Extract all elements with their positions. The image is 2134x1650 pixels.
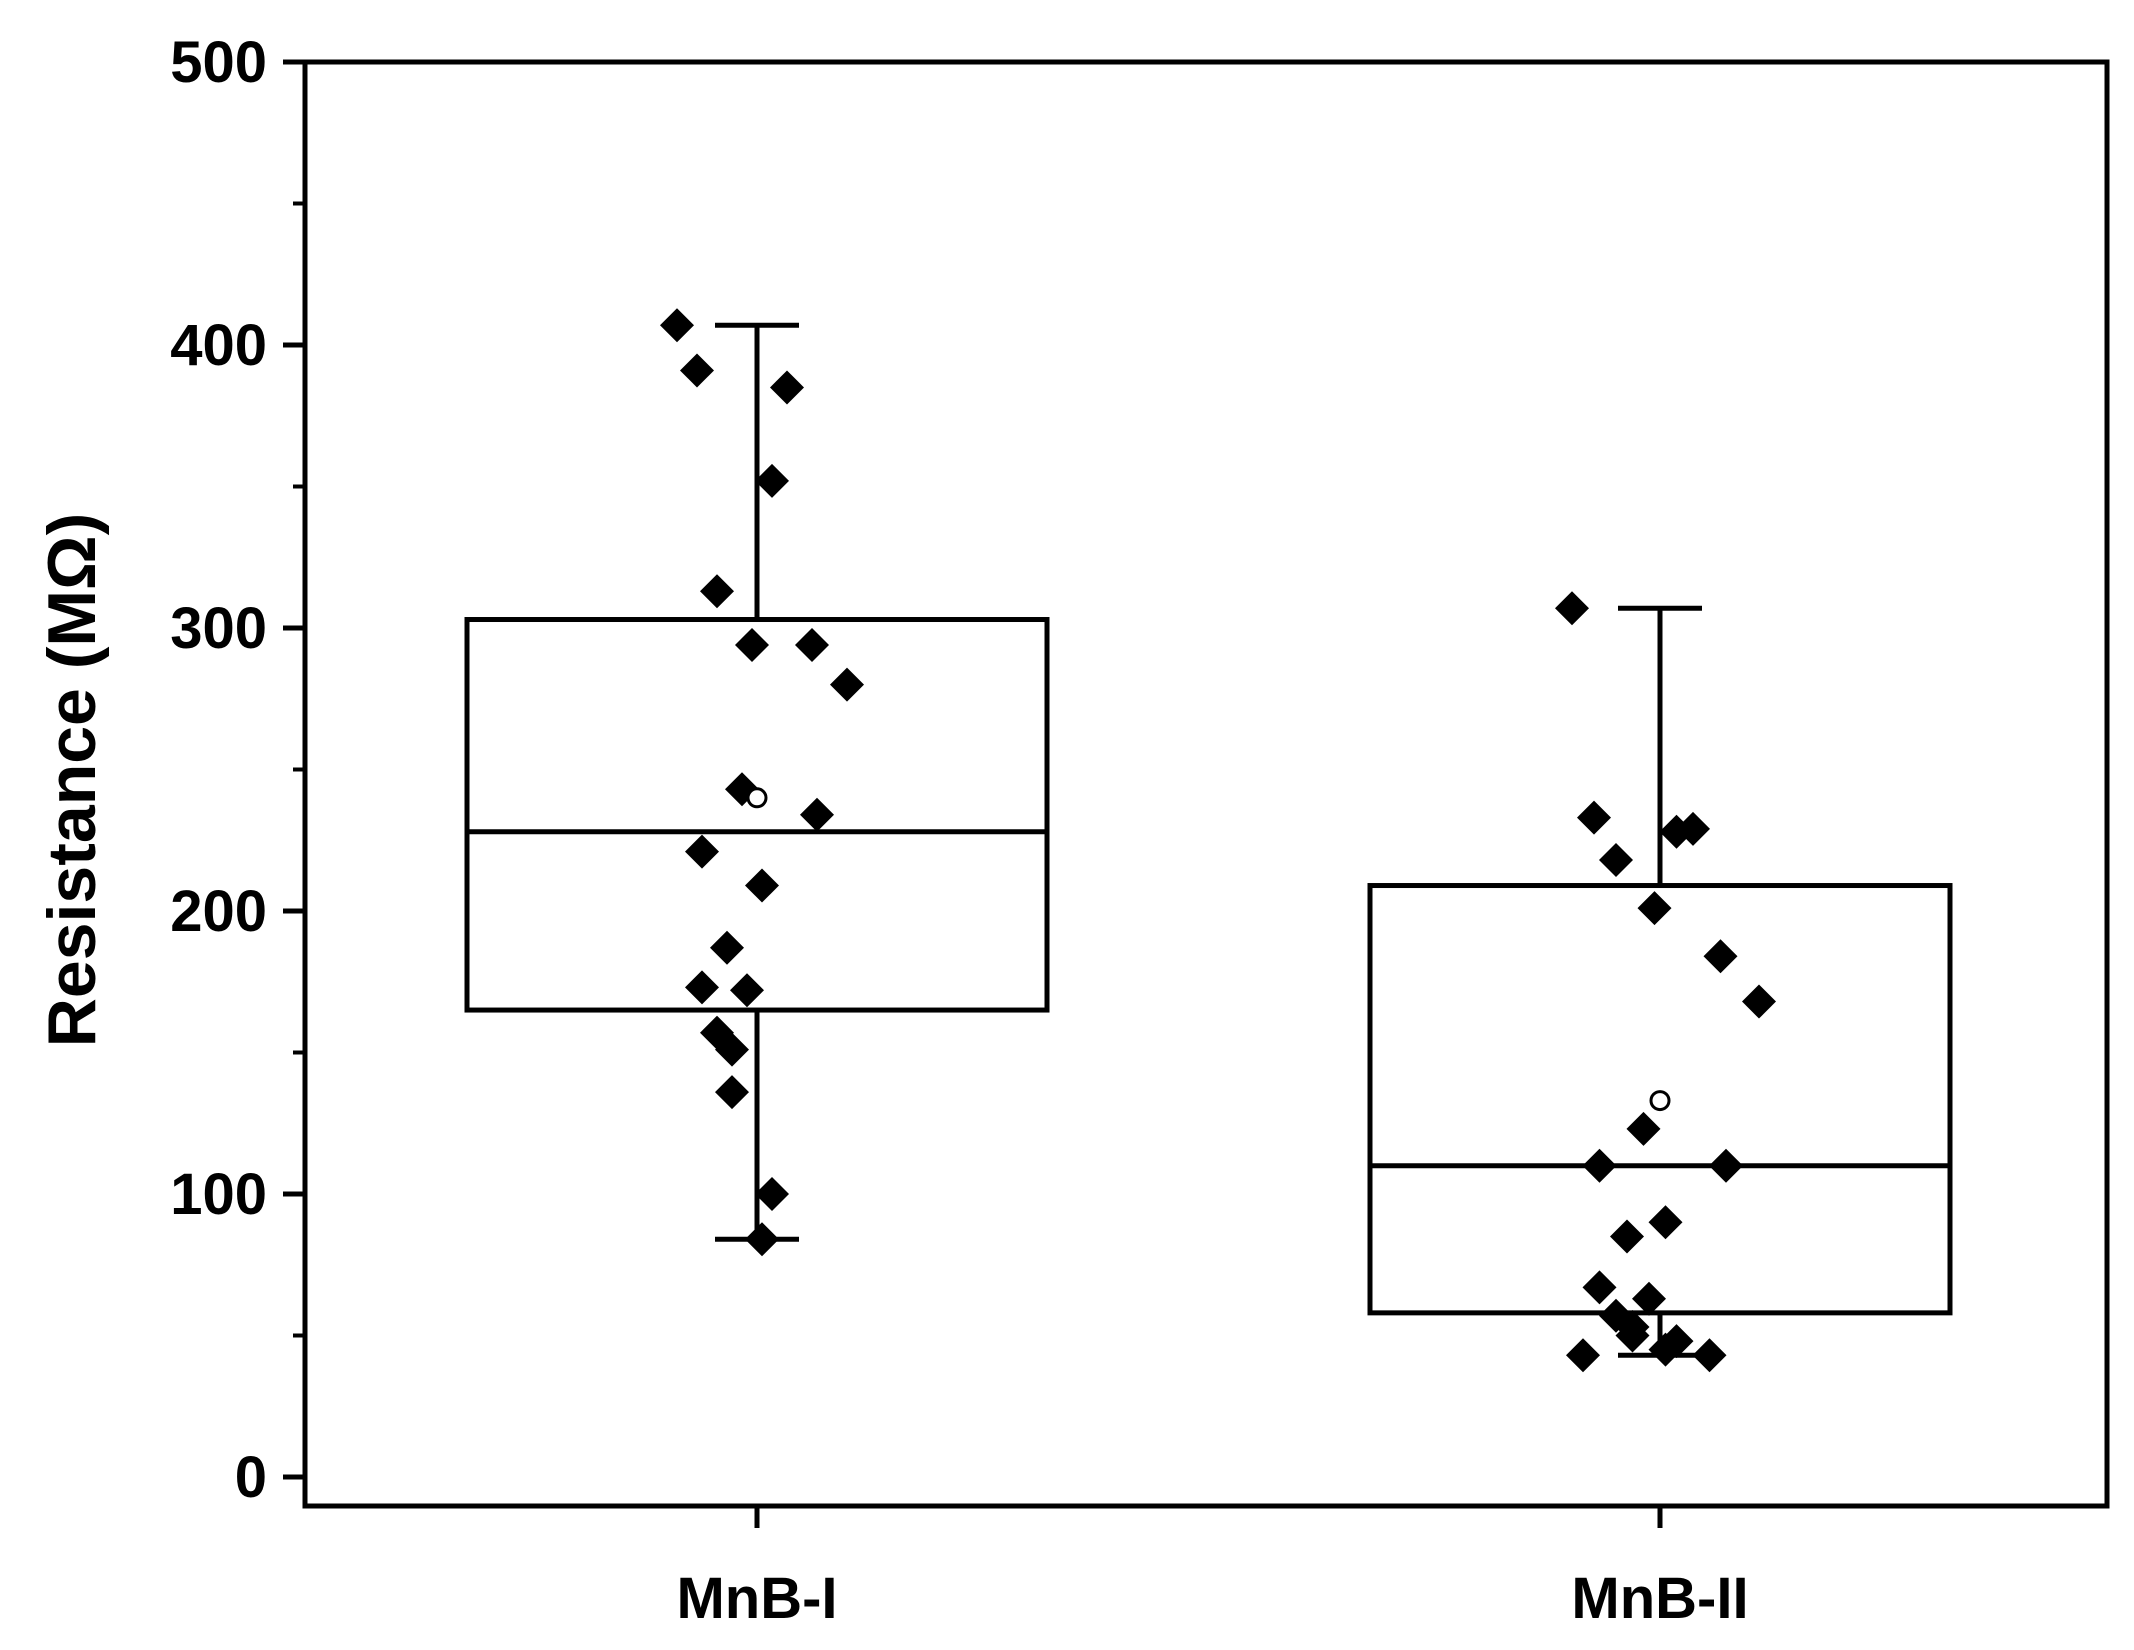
data-point xyxy=(1582,1148,1617,1183)
y-tick-label: 400 xyxy=(170,313,267,378)
data-point xyxy=(1659,814,1694,849)
data-point xyxy=(715,1075,749,1110)
data-point xyxy=(1632,1281,1666,1316)
data-point xyxy=(745,868,779,903)
box-group-mnb-ii xyxy=(1367,605,1953,1358)
points-layer xyxy=(660,308,1776,1373)
y-axis: 0 100 200 300 400 500 xyxy=(170,30,305,1510)
data-point xyxy=(795,627,829,662)
data-point xyxy=(700,574,734,609)
data-point xyxy=(1648,1332,1683,1367)
data-point xyxy=(1637,891,1672,926)
data-point xyxy=(1599,843,1633,878)
data-point xyxy=(1610,1219,1644,1254)
box-iqr xyxy=(464,617,1050,1013)
y-tick-label: 0 xyxy=(235,1445,267,1510)
plot-border xyxy=(302,59,2110,1509)
data-point xyxy=(1582,1270,1617,1305)
data-point xyxy=(745,1222,779,1257)
boxes-layer xyxy=(464,322,1953,1358)
data-point xyxy=(710,930,744,965)
x-tick-label-mnb-ii: MnB-II xyxy=(1571,1566,1748,1631)
x-axis: MnB-I MnB-II xyxy=(676,1506,1749,1631)
data-point xyxy=(1615,1318,1650,1353)
data-point xyxy=(1703,939,1738,974)
data-point xyxy=(685,970,719,1005)
mean-marker xyxy=(1649,1090,1671,1112)
y-axis-title: Resistance (MΩ) xyxy=(34,513,110,1047)
y-tick-label: 500 xyxy=(170,30,267,95)
data-point xyxy=(730,973,764,1008)
data-point xyxy=(755,463,789,498)
x-tick-label-mnb-i: MnB-I xyxy=(676,1566,837,1631)
box-group-mnb-i xyxy=(464,322,1050,1242)
data-point xyxy=(1709,1148,1743,1183)
y-tick-label: 200 xyxy=(170,879,267,944)
data-point xyxy=(1555,591,1589,626)
data-point xyxy=(1626,1111,1661,1146)
box-iqr xyxy=(1367,883,1953,1316)
data-point xyxy=(755,1177,789,1211)
plot-frame xyxy=(302,59,2110,1509)
data-point xyxy=(1577,800,1611,835)
data-point xyxy=(1692,1338,1727,1373)
y-tick-label: 100 xyxy=(170,1162,267,1227)
data-point xyxy=(715,1032,749,1067)
data-point xyxy=(660,308,694,343)
data-point xyxy=(1648,1205,1683,1240)
data-point xyxy=(1566,1338,1600,1373)
data-point xyxy=(735,627,769,662)
data-point xyxy=(830,667,864,702)
data-point xyxy=(680,353,714,388)
data-point xyxy=(1742,984,1776,1019)
mean-marker xyxy=(746,787,768,809)
data-point xyxy=(800,797,834,832)
y-tick-label: 300 xyxy=(170,596,267,661)
data-point xyxy=(770,370,804,405)
data-point xyxy=(685,834,719,869)
